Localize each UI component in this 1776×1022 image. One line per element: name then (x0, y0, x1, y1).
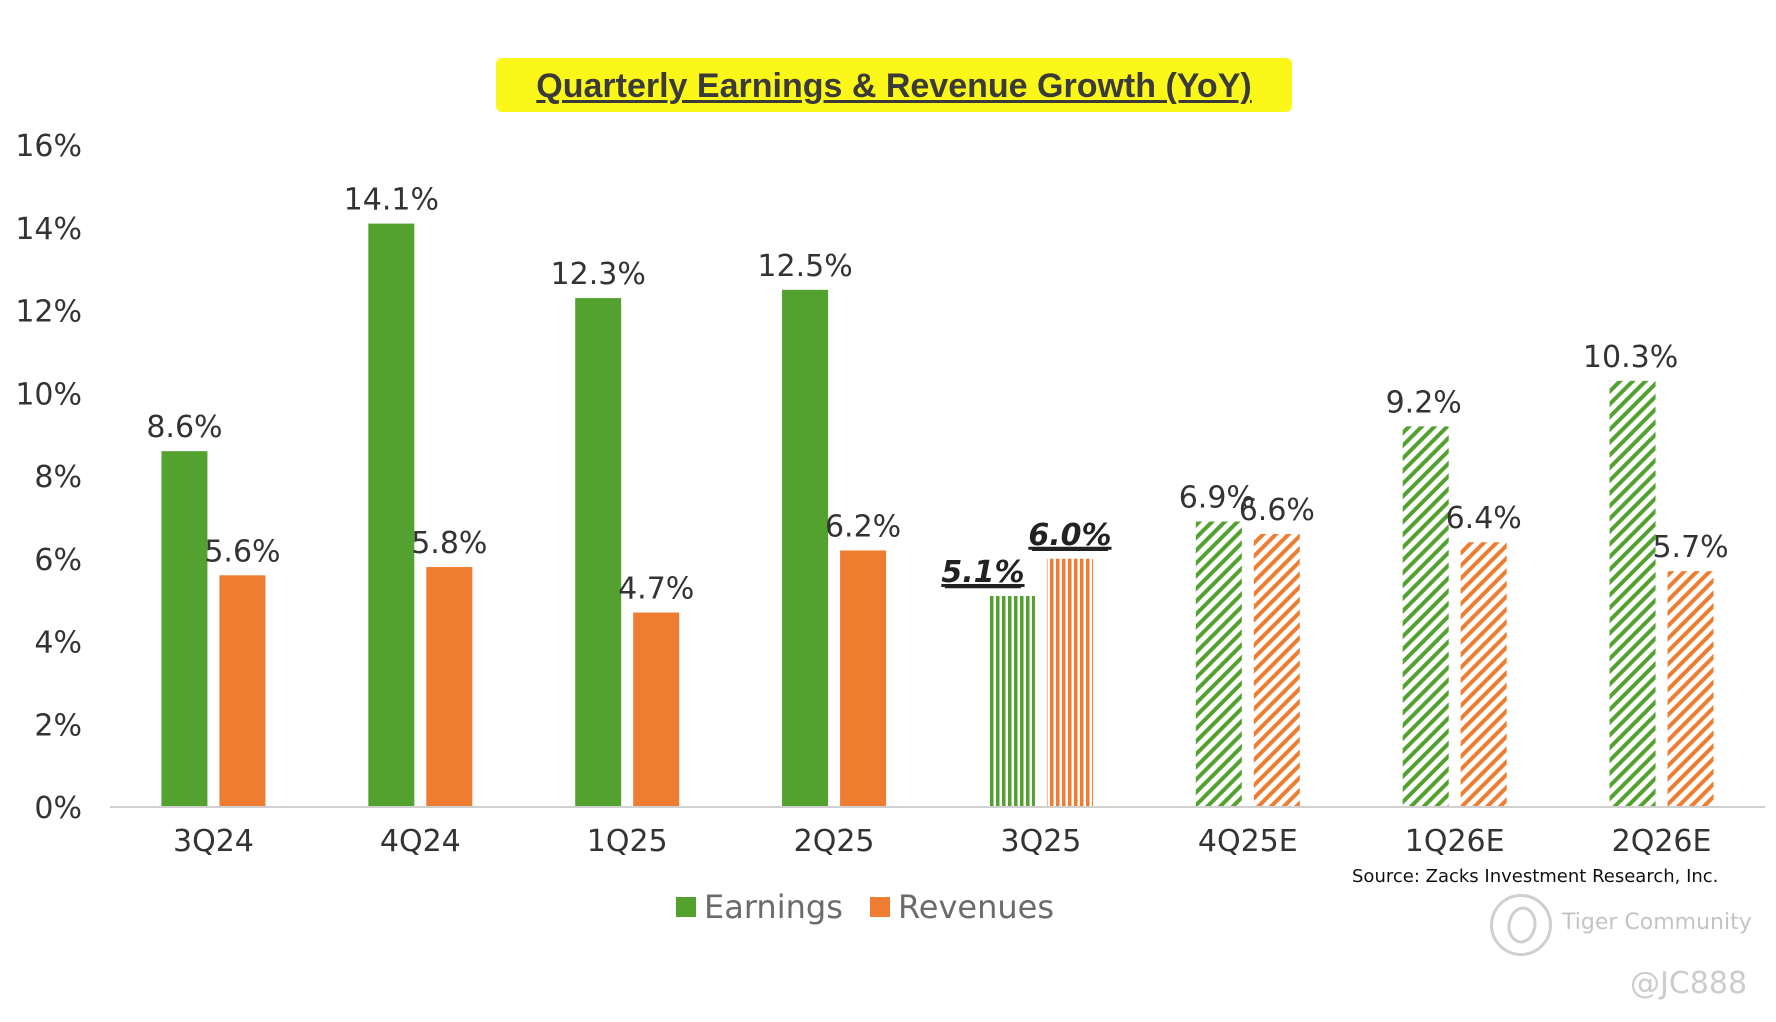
data-label-revenues-3q24: 5.6% (204, 534, 280, 569)
y-tick-label: 0% (34, 791, 82, 826)
bar-revenues-2q25 (840, 550, 887, 807)
legend-swatch-earnings (676, 897, 696, 917)
bar-earnings-2q25 (782, 289, 829, 807)
source-note: Source: Zacks Investment Research, Inc. (1352, 866, 1719, 887)
data-label-earnings-4q25e: 6.9% (1179, 481, 1255, 516)
chart-title: Quarterly Earnings & Revenue Growth (YoY… (536, 67, 1252, 105)
bar-earnings-2q26e (1609, 380, 1656, 807)
x-tick-label: 2Q26E (1612, 824, 1712, 859)
title-highlight: Quarterly Earnings & Revenue Growth (YoY… (496, 58, 1292, 112)
data-label-earnings-3q24: 8.6% (146, 410, 222, 445)
x-tick-label: 3Q25 (1001, 824, 1082, 859)
x-tick-label: 2Q25 (794, 824, 875, 859)
legend-swatch-revenues (870, 897, 890, 917)
y-axis: 0% 2% 4% 6% 8% 10% 12% 14% 16% (15, 129, 82, 826)
bar-revenues-4q24 (426, 567, 473, 807)
y-tick-label: 10% (15, 377, 82, 412)
data-label-revenues-1q26e: 6.4% (1446, 501, 1522, 536)
data-label-revenues-1q25: 4.7% (618, 572, 694, 607)
x-axis: 3Q24 4Q24 1Q25 2Q25 3Q25 4Q25E 1Q26E 2Q26E (110, 806, 1765, 859)
y-tick-label: 2% (34, 708, 82, 743)
bar-earnings-3q25 (988, 595, 1035, 807)
data-label-revenues-2q26e: 5.7% (1652, 530, 1728, 565)
bar-revenues-1q25 (633, 612, 680, 807)
data-label-earnings-3q25: 5.1% (941, 555, 1024, 590)
data-label-earnings-1q25: 12.3% (551, 257, 646, 292)
y-tick-label: 6% (34, 543, 82, 578)
y-tick-label: 8% (34, 460, 82, 495)
x-tick-label: 1Q26E (1405, 824, 1505, 859)
y-tick-label: 16% (15, 129, 82, 164)
watermark: Tiger Community @JC888 (1490, 892, 1760, 1002)
bar-revenues-3q25 (1046, 558, 1093, 807)
data-label-earnings-2q25: 12.5% (757, 249, 852, 284)
bar-revenues-3q24 (219, 575, 266, 807)
bar-earnings-1q25 (575, 298, 622, 807)
watermark-user: @JC888 (1630, 966, 1748, 1001)
data-label-earnings-2q26e: 10.3% (1583, 340, 1678, 375)
tiger-logo-icon (1490, 894, 1552, 956)
bars: 8.6%5.6%14.1%5.8%12.3%4.7%12.5%6.2%5.1%6… (146, 183, 1729, 808)
x-tick-label: 4Q25E (1198, 824, 1298, 859)
y-tick-label: 4% (34, 626, 82, 661)
data-label-earnings-4q24: 14.1% (344, 183, 439, 218)
data-label-revenues-3q25: 6.0% (1028, 518, 1111, 553)
bar-revenues-2q26e (1667, 571, 1714, 807)
legend-label-earnings: Earnings (704, 888, 843, 926)
data-label-revenues-4q24: 5.8% (411, 526, 487, 561)
data-label-earnings-1q26e: 9.2% (1386, 385, 1462, 420)
x-tick-label: 4Q24 (380, 824, 461, 859)
y-tick-label: 14% (15, 212, 82, 247)
bar-earnings-1q26e (1402, 426, 1449, 807)
bar-earnings-4q24 (368, 223, 415, 808)
x-tick-label: 1Q25 (587, 824, 668, 859)
bar-earnings-3q24 (161, 451, 208, 807)
data-label-revenues-2q25: 6.2% (825, 509, 901, 544)
bar-revenues-1q26e (1460, 542, 1507, 807)
bar-revenues-4q25e (1253, 533, 1300, 807)
y-tick-label: 12% (15, 295, 82, 330)
x-tick-label: 3Q24 (173, 824, 254, 859)
legend-label-revenues: Revenues (898, 888, 1055, 926)
data-label-revenues-4q25e: 6.6% (1239, 493, 1315, 528)
watermark-brand: Tiger Community (1562, 910, 1752, 935)
bar-earnings-4q25e (1195, 521, 1242, 807)
